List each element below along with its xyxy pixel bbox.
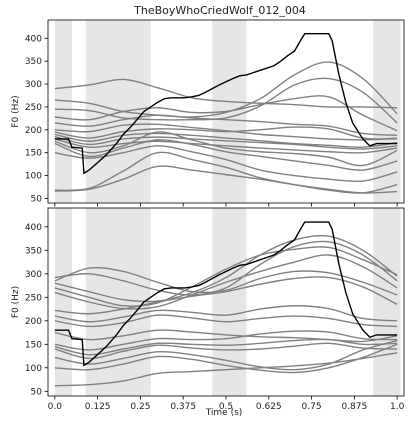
series-line-6 bbox=[54, 305, 398, 323]
series-line-8 bbox=[54, 135, 398, 150]
lower-panel: 50 100 150 200 250 300 350 400 F0 (Hz) 0.0 0.125 0.… bbox=[11, 207, 405, 412]
y-axis-label: F0 (Hz) bbox=[11, 95, 21, 127]
series-line-7 bbox=[54, 314, 398, 328]
series-line-7 bbox=[54, 132, 398, 148]
series-line-14 bbox=[54, 352, 398, 387]
y-tick-label: 400 bbox=[25, 223, 42, 233]
x-tick-label: 0.75 bbox=[302, 402, 322, 412]
series-line-9 bbox=[54, 138, 398, 154]
series-line-5 bbox=[54, 276, 398, 315]
highlight-line bbox=[54, 221, 398, 367]
y-tick-label: 350 bbox=[25, 246, 42, 256]
x-tick-label: 0.5 bbox=[219, 402, 233, 412]
y-axis-label: F0 (Hz) bbox=[11, 286, 21, 318]
x-tick-label: 0.25 bbox=[130, 402, 150, 412]
series-line-0 bbox=[54, 240, 398, 296]
series-line-3 bbox=[54, 254, 398, 310]
shaded-band-0 bbox=[54, 208, 72, 396]
series-line-1 bbox=[54, 234, 398, 303]
y-tick-label: 150 bbox=[25, 149, 42, 159]
shaded-band-0 bbox=[54, 20, 72, 203]
x-tick-label: 0.125 bbox=[85, 402, 111, 412]
y-tick-label: 300 bbox=[25, 80, 42, 90]
series-line-2 bbox=[54, 77, 398, 124]
series-line-0 bbox=[54, 78, 398, 109]
series-line-3 bbox=[54, 95, 398, 132]
y-tick-label: 50 bbox=[31, 194, 43, 204]
y-tick-label: 350 bbox=[25, 57, 42, 67]
series-line-1 bbox=[54, 61, 398, 118]
x-tick-label: 0.375 bbox=[170, 402, 196, 412]
series-line-12 bbox=[54, 339, 398, 371]
x-tick-label: 0.0 bbox=[48, 402, 63, 412]
series-line-12 bbox=[54, 145, 398, 183]
y-tick-label: 400 bbox=[25, 34, 42, 44]
series-line-2 bbox=[54, 246, 398, 307]
y-tick-label: 50 bbox=[31, 387, 43, 397]
x-tick-label: 0.625 bbox=[256, 402, 282, 412]
shaded-band-3 bbox=[373, 208, 401, 396]
upper-panel: 50 100 150 200 250 300 350 400 F0 (Hz) bbox=[11, 19, 405, 207]
highlight-line bbox=[54, 33, 398, 175]
series-line-10 bbox=[54, 131, 398, 167]
x-tick-label: 0.875 bbox=[341, 402, 367, 412]
series-line-5 bbox=[54, 123, 398, 141]
series-line-11 bbox=[54, 139, 398, 171]
y-tick-label: 100 bbox=[25, 172, 42, 182]
x-tick-label: 1.0 bbox=[390, 402, 405, 412]
y-tick-label: 300 bbox=[25, 270, 42, 280]
y-tick-label: 250 bbox=[25, 103, 42, 113]
series-line-10 bbox=[54, 338, 398, 356]
series-line-11 bbox=[54, 342, 398, 360]
y-tick-label: 200 bbox=[25, 317, 42, 327]
series-line-4 bbox=[54, 114, 398, 136]
y-tick-label: 150 bbox=[25, 340, 42, 350]
series-line-14 bbox=[54, 165, 398, 194]
series-line-9 bbox=[54, 330, 398, 351]
series-line-13 bbox=[54, 343, 398, 374]
y-tick-label: 200 bbox=[25, 126, 42, 136]
chart-title: TheBoyWhoCriedWolf_012_004 bbox=[133, 4, 306, 17]
y-tick-label: 100 bbox=[25, 364, 42, 374]
series-line-6 bbox=[54, 126, 398, 140]
series-line-4 bbox=[54, 266, 398, 296]
series-line-13 bbox=[54, 151, 398, 194]
y-tick-label: 250 bbox=[25, 293, 42, 303]
x-axis-label: Time (s) bbox=[205, 408, 243, 418]
